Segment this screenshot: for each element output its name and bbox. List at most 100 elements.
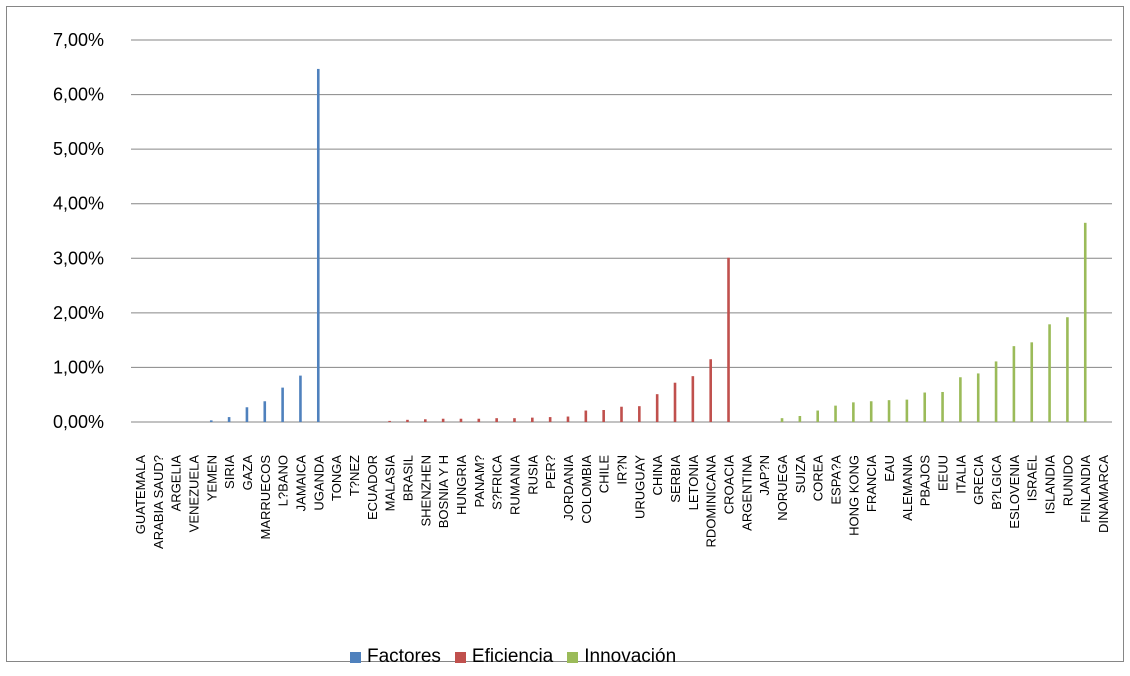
- y-tick-label: 0,00%: [53, 412, 104, 432]
- x-tick-label: TONGA: [329, 455, 344, 501]
- bar-eficiencia: [388, 420, 391, 422]
- bar-eficiencia: [727, 257, 730, 422]
- legend-item-eficiencia: Eficiencia: [454, 646, 553, 668]
- x-tick-label: UGANDA: [311, 455, 326, 511]
- x-tick-label: URUGUAY: [632, 455, 647, 519]
- x-tick-label: GRECIA: [971, 455, 986, 505]
- x-tick-label: SIRIA: [222, 455, 237, 489]
- x-tick-label: GUATEMALA: [133, 455, 148, 535]
- x-tick-label: ESLOVENIA: [1007, 455, 1022, 529]
- x-tick-label: ALEMANIA: [900, 455, 915, 521]
- legend-swatch-innovacion: [567, 651, 579, 663]
- x-tick-label: MARRUECOS: [258, 455, 273, 540]
- x-tick-label: JORDANIA: [561, 455, 576, 521]
- bar-eficiencia: [424, 419, 427, 422]
- bar-factores: [209, 420, 213, 422]
- bar-eficiencia: [602, 409, 605, 422]
- x-tick-label: PBAJOS: [918, 455, 933, 507]
- x-tick-label: ECUADOR: [365, 455, 380, 520]
- x-tick-label: FRANCIA: [864, 455, 879, 512]
- y-tick-label: 7,00%: [53, 30, 104, 50]
- bar-eficiencia: [655, 394, 659, 422]
- x-tick-label: T?NEZ: [347, 455, 362, 496]
- bar-factores: [245, 407, 249, 422]
- x-tick-label: HONG KONG: [846, 455, 861, 536]
- bar-eficiencia: [441, 418, 445, 422]
- bar-innovacion: [852, 402, 855, 422]
- x-tick-label: ISLANDIA: [1043, 455, 1058, 515]
- bar-innovacion: [1083, 222, 1087, 422]
- x-tick-label: PER?: [543, 455, 558, 489]
- x-tick-label: YEMEN: [204, 455, 219, 501]
- x-tick-label: EAU: [882, 455, 897, 482]
- x-tick-label: CROACIA: [722, 455, 737, 515]
- bar-innovacion: [887, 400, 891, 422]
- legend-item-innovacion: Innovación: [567, 646, 676, 668]
- x-axis-ticks: GUATEMALA ARABIA SAUD? ARGELIA VENEZUELA YEM…: [133, 455, 1111, 549]
- x-tick-label: ARGELIA: [169, 455, 184, 512]
- x-tick-label: EEUU: [936, 455, 951, 491]
- legend-label-factores: Factores: [367, 646, 441, 667]
- y-axis-ticks: 0,00% 1,00% 2,00% 3,00% 4,00% 5,00% 6,00% 7,00%: [53, 30, 104, 432]
- bar-innovacion: [1030, 342, 1034, 422]
- bar-eficiencia: [620, 406, 623, 422]
- x-tick-label: S?FRICA: [490, 455, 505, 510]
- bar-innovacion: [834, 405, 837, 422]
- x-tick-label: CHILE: [597, 455, 612, 494]
- legend: Factores Eficiencia Innovación: [0, 646, 1130, 676]
- x-tick-label: SUIZA: [793, 455, 808, 494]
- y-tick-label: 1,00%: [53, 357, 104, 377]
- y-tick-label: 3,00%: [53, 248, 104, 268]
- bar-innovacion: [994, 361, 998, 422]
- x-tick-label: RUNIDO: [1060, 455, 1075, 506]
- x-tick-label: FINLANDIA: [1078, 455, 1093, 523]
- bar-innovacion: [1048, 324, 1051, 422]
- legend-swatch-eficiencia: [454, 651, 466, 663]
- x-tick-label: SERBIA: [668, 455, 683, 503]
- bar-innovacion: [869, 401, 873, 422]
- bar-eficiencia: [584, 410, 588, 422]
- bar-eficiencia: [406, 419, 409, 422]
- x-tick-label: JAP?N: [757, 455, 772, 495]
- x-tick-label: HUNGRIA: [454, 455, 469, 515]
- x-tick-label: RUSIA: [525, 455, 540, 495]
- bar-eficiencia: [548, 417, 552, 422]
- bar-eficiencia: [477, 418, 481, 422]
- x-tick-label: ARGENTINA: [739, 455, 754, 531]
- gridlines: [131, 39, 1112, 423]
- x-tick-label: JAMAICA: [293, 455, 308, 512]
- bar-innovacion: [780, 418, 784, 422]
- bar-innovacion: [1012, 346, 1016, 422]
- bar-eficiencia: [709, 359, 712, 422]
- bar-innovacion: [959, 377, 962, 422]
- x-tick-label: LETONIA: [686, 455, 701, 511]
- x-tick-label: DINAMARCA: [1096, 455, 1111, 533]
- x-tick-label: NORUEGA: [775, 455, 790, 521]
- bar-innovacion: [976, 373, 980, 422]
- bar-innovacion: [941, 391, 944, 422]
- x-tick-label: ESPA?A: [829, 455, 844, 505]
- bar-innovacion: [923, 392, 927, 422]
- legend-label-innovacion: Innovación: [584, 646, 677, 667]
- x-tick-label: PANAM?: [472, 455, 487, 508]
- x-tick-label: MALASIA: [383, 455, 398, 512]
- y-tick-label: 2,00%: [53, 303, 104, 323]
- x-tick-label: BRASIL: [400, 455, 415, 501]
- bar-factores: [227, 417, 231, 422]
- x-tick-label: ISRAEL: [1025, 455, 1040, 501]
- x-tick-label: B?LGICA: [989, 455, 1004, 510]
- bar-eficiencia: [691, 376, 695, 422]
- bars: [209, 68, 1087, 423]
- x-tick-label: COLOMBIA: [579, 455, 594, 524]
- bar-eficiencia: [566, 416, 570, 422]
- legend-item-factores: Factores: [350, 646, 441, 668]
- bar-eficiencia: [673, 382, 677, 422]
- bar-factores: [299, 375, 302, 422]
- x-tick-label: ARABIA SAUD?: [151, 455, 166, 549]
- x-tick-label: L?BANO: [276, 455, 291, 506]
- chart-frame: [6, 6, 1124, 662]
- bar-eficiencia: [459, 418, 463, 422]
- bar-innovacion: [905, 399, 909, 422]
- bar-eficiencia: [638, 406, 641, 422]
